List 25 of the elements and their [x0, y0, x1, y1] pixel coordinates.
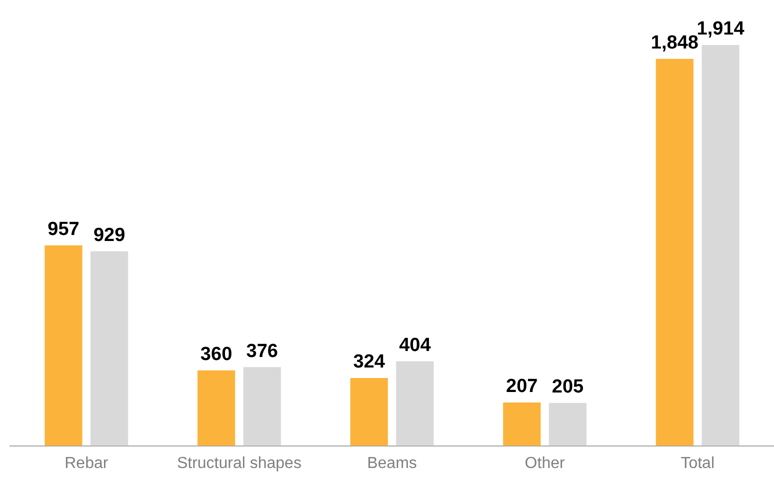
bar [503, 402, 541, 446]
x-tick-label: Structural shapes [176, 454, 302, 472]
data-label: 404 [399, 334, 432, 356]
data-label: 205 [552, 376, 584, 398]
bar [702, 45, 740, 446]
data-label: 207 [506, 376, 538, 398]
x-tick-label: Total [680, 454, 714, 472]
data-label: 957 [48, 219, 80, 240]
x-tick-label: Rebar [64, 454, 109, 472]
data-label: 929 [93, 225, 126, 246]
bar [548, 402, 587, 446]
data-label: 1,848 [650, 32, 698, 54]
bar [243, 367, 281, 446]
data-label: 324 [353, 352, 386, 373]
bar [396, 361, 434, 446]
x-tick-label: Beams [367, 454, 417, 472]
bar [197, 370, 236, 446]
bar [90, 251, 128, 446]
bar [44, 245, 82, 446]
bar [350, 378, 388, 446]
bar [656, 58, 694, 446]
data-label: 376 [246, 340, 278, 362]
data-label: 1,914 [696, 18, 745, 40]
data-label: 360 [200, 344, 232, 366]
x-tick-label: Other [524, 454, 566, 472]
